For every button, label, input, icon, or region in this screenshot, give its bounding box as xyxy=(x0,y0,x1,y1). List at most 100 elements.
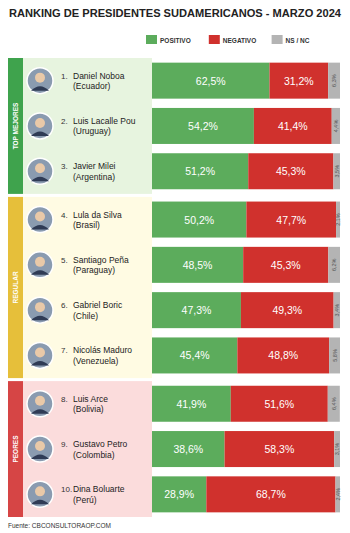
country-label: (Chile) xyxy=(73,311,98,321)
section-background xyxy=(23,197,152,378)
data-label: 3,1% xyxy=(334,443,340,456)
data-label: 45,3% xyxy=(276,165,306,177)
bar xyxy=(152,153,248,189)
section-strip xyxy=(8,197,23,378)
rank: 5. xyxy=(61,256,68,265)
country-label: (Ecuador) xyxy=(73,81,110,91)
section-background xyxy=(23,381,152,517)
rank: 1. xyxy=(61,72,68,81)
avatar-face xyxy=(35,396,45,406)
data-label: 41,4% xyxy=(278,120,308,132)
legend-label: POSITIVO xyxy=(160,37,191,44)
rank: 10. xyxy=(61,485,72,494)
data-label: 47,3% xyxy=(182,304,212,316)
row-label: 8.Luis Arce(Bolivia) xyxy=(27,391,108,417)
data-label: 2,4% xyxy=(335,488,341,501)
country-label: (Venezuela) xyxy=(73,356,119,366)
row-label: 3. Javier Milei(Argentina) xyxy=(27,158,116,184)
data-label: 45,3% xyxy=(271,259,301,271)
data-label: 54,2% xyxy=(188,120,218,132)
section-label: TOP MEJORES xyxy=(12,102,19,149)
row-label: 4.Lula da Silva(Brasil) xyxy=(27,207,122,233)
bar xyxy=(152,63,270,99)
section-background xyxy=(23,58,152,194)
rank: 9. xyxy=(61,440,68,449)
data-label: 62,5% xyxy=(196,75,226,87)
chart: RANKING DE PRESIDENTES SUDAMERICANOS - M… xyxy=(0,0,350,533)
data-label: 31,2% xyxy=(284,75,314,87)
page: {"chart_data": { "type": "bar", "orienta… xyxy=(0,0,350,533)
avatar xyxy=(27,481,53,507)
source: Fuente: CBCONSULTORAOP.COM xyxy=(8,522,111,529)
bar xyxy=(241,292,334,328)
rank: 4. xyxy=(61,211,68,220)
bar xyxy=(334,292,340,328)
data-label: 4,4% xyxy=(333,120,339,133)
avatar-face xyxy=(35,347,45,357)
category-label: Luis Arce xyxy=(73,394,108,404)
avatar-body xyxy=(31,455,49,460)
legend-swatch xyxy=(272,35,283,44)
avatar xyxy=(27,391,53,417)
data-label: 6,3% xyxy=(331,74,337,87)
bars xyxy=(152,63,340,513)
row-label: 6.Gabriel Boric(Chile) xyxy=(27,297,123,323)
bar xyxy=(152,476,206,512)
category-label: Dina Boluarte xyxy=(73,484,125,494)
category-label: Gustavo Petro xyxy=(73,439,128,449)
avatar-face xyxy=(35,257,45,267)
section-strip xyxy=(8,58,23,194)
bar xyxy=(334,431,340,467)
country-label: (Uruguay) xyxy=(73,126,111,136)
avatar-body xyxy=(31,500,49,505)
bar xyxy=(332,108,340,144)
rank: 3. xyxy=(61,162,68,171)
bar xyxy=(246,202,336,238)
category-label: Javier Milei xyxy=(73,161,116,171)
avatar xyxy=(27,297,53,323)
legend-swatch xyxy=(209,35,220,44)
bar xyxy=(335,476,340,512)
category-label: Nicolás Maduro xyxy=(73,345,132,355)
data-label: 51,6% xyxy=(264,398,294,410)
country-label: (Paraguay) xyxy=(73,265,115,275)
data-labels: 62,5%54,2%51,2%50,2%48,5%47,3%45,4%41,9%… xyxy=(164,74,341,500)
data-label: 51,2% xyxy=(185,165,215,177)
category-label: Daniel Noboa xyxy=(73,71,125,81)
avatar xyxy=(27,113,53,139)
country-label: (Colombia) xyxy=(73,450,115,460)
section-strip xyxy=(8,381,23,517)
avatar-body xyxy=(31,177,49,182)
section-label: PEORES xyxy=(12,435,19,463)
data-label: 50,2% xyxy=(184,214,214,226)
bar xyxy=(152,386,231,422)
avatar xyxy=(27,342,53,368)
rank: 6. xyxy=(61,301,68,310)
legend-label: NEGATIVO xyxy=(223,37,256,44)
bar xyxy=(152,108,254,144)
avatar-face xyxy=(35,118,45,128)
bar xyxy=(152,431,225,467)
data-label: 38,6% xyxy=(173,443,203,455)
country-label: (Perú) xyxy=(73,495,97,505)
title: RANKING DE PRESIDENTES SUDAMERICANOS - M… xyxy=(9,7,342,19)
avatar-body xyxy=(31,131,49,136)
avatar xyxy=(27,436,53,462)
avatar-face xyxy=(35,486,45,496)
country-label: (Argentina) xyxy=(73,172,115,182)
avatar-face xyxy=(35,212,45,222)
row-label: 9. Gustavo Petro(Colombia) xyxy=(27,436,128,462)
data-label: 68,7% xyxy=(256,488,286,500)
background xyxy=(0,0,350,533)
data-label: 49,3% xyxy=(272,304,302,316)
data-label: 48,8% xyxy=(268,349,298,361)
row-label: 5.Santiago Peña(Paraguay) xyxy=(27,252,129,278)
bar xyxy=(206,476,335,512)
bar xyxy=(328,386,340,422)
row-label: 2.Luis Lacalle Pou(Uruguay) xyxy=(27,113,136,139)
legend-label: NS / NC xyxy=(286,37,310,44)
bar xyxy=(152,202,246,238)
rank: 8. xyxy=(61,395,68,404)
bar xyxy=(254,108,332,144)
data-label: 47,7% xyxy=(276,214,306,226)
